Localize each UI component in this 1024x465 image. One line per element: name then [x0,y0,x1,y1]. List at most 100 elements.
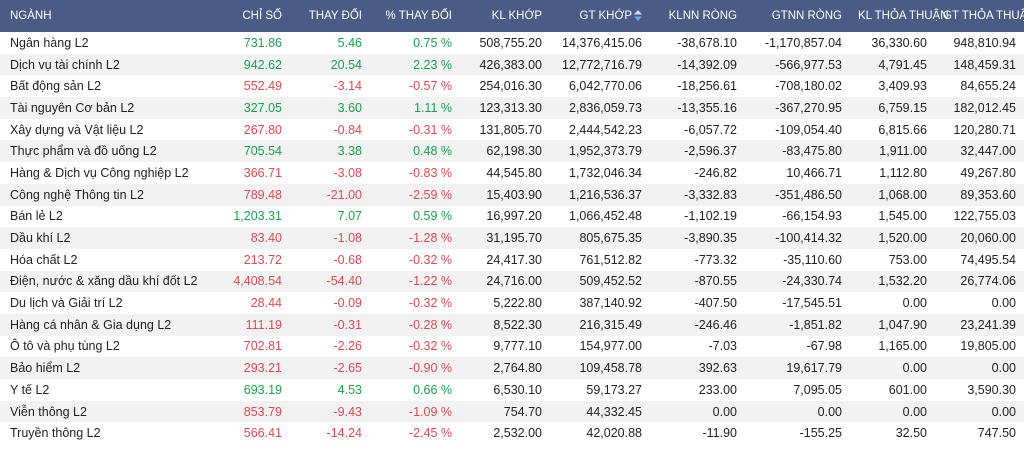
sector-cell[interactable]: Hàng & Dịch vụ Công nghiệp L2 [10,165,189,180]
gt-khop-cell: 216,315.49 [579,317,642,332]
table-row[interactable]: Hàng cá nhân & Gia dụng L2 111.19 -0.31 -0.… [0,313,1024,336]
sector-cell[interactable]: Ô tô và phụ tùng L2 [10,339,120,354]
table-row[interactable]: Ngân hàng L2 731.86 5.46 0.75 % 508,755.20 14… [0,32,1024,54]
index-cell: 702.81 [243,339,282,354]
kl-khop-cell: 426,383.00 [479,57,542,72]
table-row[interactable]: Dịch vụ tài chính L2 942.62 20.54 2.23 % 426… [0,53,1024,76]
change-cell: -2.26 [333,339,363,354]
header-change[interactable]: THAY ĐỔI [290,0,370,32]
table-row[interactable]: Du lịch và Giải trí L2 28.44 -0.09 -0.32 % 5… [0,292,1024,314]
gt-khop-cell: 6,042,770.06 [569,79,642,94]
gt-thoa-thuan-cell: 89,353.60 [960,187,1016,202]
gt-thoa-thuan-cell: 74,495.54 [960,252,1016,267]
klnn-rong-cell: -3,890.35 [684,231,737,246]
gtnn-rong-cell: -155.25 [799,426,842,441]
header-gt-khop[interactable]: GT KHỚP [550,0,650,32]
table-row[interactable]: Bảo hiểm L2 293.21 -2.65 -0.90 % 2,764.80 109… [0,357,1024,379]
sector-cell[interactable]: Bán lẻ L2 [10,209,63,224]
table-header-row: NGÀNH CHỈ SỐ THAY ĐỔI % THAY ĐỔI KL KHỚP… [0,0,1024,32]
gt-thoa-thuan-cell: 0.00 [991,296,1016,311]
kl-thoa-thuan-cell: 601.00 [888,382,927,397]
sector-cell[interactable]: Du lịch và Giải trí L2 [10,296,123,311]
table-row[interactable]: Truyền thông L2 566.41 -14.24 -2.45 % 2,532.… [0,422,1024,444]
gt-khop-cell: 387,140.92 [579,296,642,311]
gt-khop-cell: 805,675.35 [579,231,642,246]
table-row[interactable]: Y tế L2 693.19 4.53 0.66 % 6,530.10 59,173.27… [0,379,1024,401]
sector-cell[interactable]: Y tế L2 [10,382,50,397]
table-row[interactable]: Tài nguyên Cơ bản L2 327.05 3.60 1.11 % 123,… [0,97,1024,119]
kl-thoa-thuan-cell: 6,759.15 [878,100,927,115]
sector-cell[interactable]: Điện, nước & xăng dầu khí đốt L2 [10,274,198,289]
header-kl-thoa-thuan[interactable]: KL THỎA THUẬN [850,0,949,32]
sector-cell[interactable]: Bất động sản L2 [10,79,102,94]
table-row[interactable]: Thực phẩm và đồ uống L2 705.54 3.38 0.48 % 6… [0,140,1024,163]
gt-khop-cell: 44,332.45 [586,404,642,419]
sector-cell[interactable]: Dịch vụ tài chính L2 [10,57,120,72]
sector-cell[interactable]: Hóa chất L2 [10,252,78,267]
header-sector[interactable]: NGÀNH [0,0,215,32]
table-row[interactable]: Viễn thông L2 853.79 -9.43 -1.09 % 754.70 44,… [0,400,1024,423]
sector-cell[interactable]: Truyền thông L2 [10,426,101,441]
sector-cell[interactable]: Bảo hiểm L2 [10,361,81,376]
sector-cell[interactable]: Dầu khí L2 [10,231,71,246]
sort-desc-icon[interactable] [634,10,642,22]
index-cell: 1,203.31 [233,209,282,224]
gtnn-rong-cell: -66,154.93 [782,209,842,224]
gtnn-rong-cell: 7,095.05 [793,382,842,397]
sector-cell[interactable]: Viễn thông L2 [10,404,87,419]
change-cell: 3.60 [337,100,362,115]
kl-thoa-thuan-cell: 1,545.00 [878,209,927,224]
pct-change-cell: -0.32 % [408,339,452,354]
change-cell: -14.24 [326,426,362,441]
header-gtnn-rong[interactable]: GTNN RÒNG [745,0,850,32]
index-cell: 28.44 [250,296,282,311]
index-cell: 566.41 [243,426,282,441]
pct-change-cell: -0.28 % [408,317,452,332]
gtnn-rong-cell: -1,851.82 [789,317,842,332]
kl-khop-cell: 123,313.30 [479,100,542,115]
klnn-rong-cell: -13,355.16 [677,100,737,115]
table-row[interactable]: Bán lẻ L2 1,203.31 7.07 0.59 % 16,997.20 1,06… [0,206,1024,228]
sector-cell[interactable]: Công nghệ Thông tin L2 [10,187,144,202]
table-row[interactable]: Hóa chất L2 213.72 -0.68 -0.32 % 24,417.30 76… [0,249,1024,271]
klnn-rong-cell: -7.03 [708,339,738,354]
pct-change-cell: 0.59 % [413,209,452,224]
table-row[interactable]: Xây dựng và Vật liệu L2 267.80 -0.84 -0.31 … [0,119,1024,141]
table-row[interactable]: Bất động sản L2 552.49 -3.14 -0.57 % 254,016… [0,75,1024,97]
table-row[interactable]: Điện, nước & xăng dầu khí đốt L2 4,408.54… [0,270,1024,293]
kl-thoa-thuan-cell: 1,112.80 [879,165,927,180]
index-cell: 327.05 [243,100,282,115]
sector-table: NGÀNH CHỈ SỐ THAY ĐỔI % THAY ĐỔI KL KHỚP… [0,0,1024,444]
pct-change-cell: -0.57 % [408,79,452,94]
gt-thoa-thuan-cell: 49,267.80 [960,165,1016,180]
sector-cell[interactable]: Hàng cá nhân & Gia dụng L2 [10,317,172,332]
table-row[interactable]: Công nghệ Thông tin L2 789.48 -21.00 -2.59 … [0,183,1024,206]
gt-khop-cell: 59,173.27 [586,382,642,397]
klnn-rong-cell: -773.32 [694,252,737,267]
index-cell: 267.80 [243,122,282,137]
kl-khop-cell: 9,777.10 [493,339,542,354]
header-klnn-rong[interactable]: KLNN RÒNG [650,0,745,32]
sector-cell[interactable]: Thực phẩm và đồ uống L2 [10,144,157,159]
sector-cell[interactable]: Tài nguyên Cơ bản L2 [10,100,135,115]
header-kl-khop[interactable]: KL KHỚP [460,0,550,32]
gt-khop-cell: 42,020.88 [586,426,642,441]
gt-khop-cell: 1,216,536.37 [569,187,642,202]
sector-cell[interactable]: Xây dựng và Vật liệu L2 [10,122,144,137]
klnn-rong-cell: -407.50 [694,296,737,311]
sector-cell[interactable]: Ngân hàng L2 [10,35,89,50]
kl-khop-cell: 31,195.70 [486,231,542,246]
header-pct-change[interactable]: % THAY ĐỔI [370,0,460,32]
table-row[interactable]: Dầu khí L2 83.40 -1.08 -1.28 % 31,195.70 805,… [0,227,1024,249]
kl-khop-cell: 62,198.30 [486,144,542,159]
pct-change-cell: 0.66 % [413,382,452,397]
header-gt-thoa-thuan[interactable]: GT THỎA THUẬN [935,0,1024,32]
pct-change-cell: -0.90 % [408,361,452,376]
header-index[interactable]: CHỈ SỐ [215,0,290,32]
kl-thoa-thuan-cell: 3,409.93 [878,79,927,94]
pct-change-cell: -1.22 % [408,274,452,289]
kl-thoa-thuan-cell: 1,520.00 [878,231,927,246]
change-cell: -0.68 [333,252,363,267]
table-row[interactable]: Hàng & Dịch vụ Công nghiệp L2 366.71 -3.08… [0,162,1024,184]
table-row[interactable]: Ô tô và phụ tùng L2 702.81 -2.26 -0.32 % 9,7… [0,336,1024,358]
